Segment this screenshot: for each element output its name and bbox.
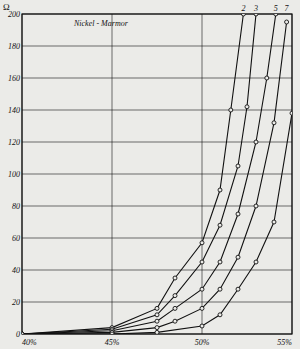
x-grid-line: [202, 14, 203, 334]
y-grid-line: [22, 46, 292, 47]
data-point: [218, 260, 222, 264]
data-point: [229, 108, 233, 112]
data-point: [173, 276, 177, 280]
plot-marks: [22, 14, 292, 334]
x-tick-label: 45%: [105, 338, 120, 347]
data-point: [218, 287, 222, 291]
data-point: [155, 326, 159, 330]
data-point: [200, 287, 204, 291]
data-point: [254, 204, 258, 208]
plot-frame: [22, 14, 292, 334]
data-point: [274, 14, 278, 16]
y-tick-label: 20: [12, 298, 20, 307]
x-tick-label: 40%: [22, 338, 37, 347]
data-point: [22, 332, 24, 334]
data-point: [200, 324, 204, 328]
data-point: [200, 260, 204, 264]
data-point: [110, 332, 114, 334]
data-point: [22, 332, 24, 334]
y-tick-label: 80: [12, 202, 20, 211]
y-tick-label: 140: [8, 106, 20, 115]
series-line: [22, 14, 276, 334]
data-point: [241, 14, 245, 16]
y-tick-label: 200: [8, 10, 20, 19]
x-grid-line: [112, 14, 113, 334]
x-tick-label: 55%: [277, 338, 292, 347]
data-point: [173, 294, 177, 298]
y-grid-line: [22, 238, 292, 239]
series-label: 5: [274, 4, 278, 13]
y-grid-line: [22, 78, 292, 79]
series-line: [22, 113, 292, 334]
data-point: [218, 188, 222, 192]
data-point: [236, 212, 240, 216]
series-line: [22, 14, 256, 334]
data-point: [254, 14, 258, 16]
data-point: [272, 121, 276, 125]
data-point: [254, 140, 258, 144]
data-point: [265, 76, 269, 80]
y-tick-label: 40: [12, 266, 20, 275]
y-grid-line: [22, 14, 292, 15]
series-label: 3: [253, 4, 258, 13]
y-tick-label: 60: [12, 234, 20, 243]
data-point: [272, 220, 276, 224]
data-point: [173, 306, 177, 310]
data-point: [200, 241, 204, 245]
y-grid-line: [22, 110, 292, 111]
y-tick-label: 0: [16, 330, 20, 339]
data-point: [285, 20, 289, 24]
series-line: [22, 22, 287, 334]
data-point: [155, 330, 159, 334]
data-point: [218, 313, 222, 317]
data-point: [155, 306, 159, 310]
y-tick-label: 160: [8, 74, 20, 83]
y-grid-line: [22, 174, 292, 175]
y-grid-line: [22, 142, 292, 143]
data-point: [155, 319, 159, 323]
y-grid-line: [22, 206, 292, 207]
data-point: [236, 255, 240, 259]
data-point: [236, 287, 240, 291]
y-axis-label: Ω: [3, 2, 10, 12]
y-tick-label: 120: [8, 138, 20, 147]
data-point: [245, 105, 249, 109]
series-label: 7: [285, 4, 290, 13]
data-point: [22, 332, 24, 334]
data-point: [218, 223, 222, 227]
x-grid-line: [22, 14, 23, 334]
x-grid-line: [292, 14, 293, 334]
data-point: [155, 313, 159, 317]
data-point: [22, 332, 24, 334]
data-point: [254, 260, 258, 264]
data-point: [236, 164, 240, 168]
x-tick-label: 50%: [195, 338, 210, 347]
series-label: 2: [241, 4, 245, 13]
chart: 0 20 40 60 80 100 120 140 160 180 200 40% 45% 50% 55% Ω…: [0, 0, 300, 349]
data-point: [173, 319, 177, 323]
data-point: [290, 111, 292, 115]
y-grid-line: [22, 302, 292, 303]
y-tick-label: 180: [8, 42, 20, 51]
data-point: [22, 332, 24, 334]
data-point: [200, 306, 204, 310]
series-line: [22, 14, 243, 334]
y-tick-label: 100: [8, 170, 20, 179]
chart-title: Nickel - Marmor: [73, 19, 129, 28]
